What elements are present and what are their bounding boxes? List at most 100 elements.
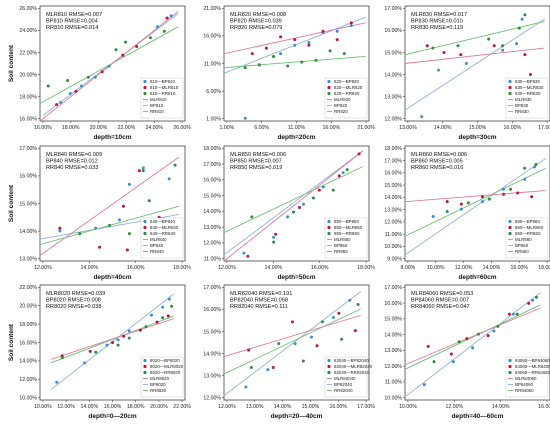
x-axis-label: depth=60cm [458,274,496,281]
data-point-red [516,191,520,195]
y-tick-label: 13.00% [384,207,402,213]
data-point-blue [105,343,109,347]
data-point-green [127,336,131,340]
data-point-red [58,226,62,230]
legend-entry: 820—RR820 [334,91,360,96]
data-point-blue [335,29,339,33]
y-tick-label: 12.00% [203,396,221,402]
y-tick-label: 14.00% [203,351,221,357]
data-point-blue [244,385,248,389]
data-point-red [279,35,283,39]
legend-marker [508,79,512,84]
data-point-red [155,320,159,324]
data-point-blue [533,165,537,169]
chart-panel-9: 10.00% 12.00% 14.00% 16.00% 10.00% 11.00% 12.0… [384,284,550,420]
legend-entry: 820—BP820 [334,79,359,84]
data-point-blue [141,166,145,170]
y-tick-label: 13.00% [384,348,402,354]
data-point-blue [55,380,59,384]
y-tick-label: 14.00% [203,209,221,215]
legend-entry: 810—MLR810 [150,85,179,90]
data-point-red [55,103,59,107]
legend-marker [143,225,147,230]
y-tick-label: 11.00% [385,232,403,238]
chart-panel-3: 13.00% 14.00% 15.00% 16.00% 17.00% 12.00% 13.0… [384,5,550,141]
fit-line-bp [223,291,362,397]
y-tick-label: 24.00% [19,28,37,34]
x-tick-label: 16.00% [127,265,145,271]
data-point-green [170,304,174,308]
x-tick-label: 16.00% [503,125,521,131]
fit-line-mlr [39,156,180,256]
y-tick-label: 12.00% [384,364,402,370]
y-tick-label: 17.00% [203,162,221,168]
y-tick-label: 14.00% [19,359,37,365]
x-tick-label: 26.00% [173,125,191,131]
data-point-green [445,210,449,214]
rmse-stat: MLR840 RMSE=0.009 [46,152,102,158]
x-axis-label: depth=10cm [93,134,131,141]
data-point-blue [531,298,535,302]
x-tick-label: 11.00% [288,125,306,131]
x-tick-label: 14.00% [80,404,98,410]
x-tick-label: 16.00% [329,404,347,410]
y-tick-label: 13.00% [384,94,402,100]
y-tick-label: 11.00% [385,380,403,386]
data-point-green [292,210,296,214]
data-point-blue [471,346,475,350]
rmse-stat: MLR84060 RMSE=0.053 [411,291,473,297]
legend-entry: 850—RR850 [334,231,360,236]
data-point-blue [502,187,506,191]
data-point-red [74,89,78,93]
rmse-stat: BP860 RMSE=0.005 [411,159,463,165]
x-tick-label: 14.00% [492,404,510,410]
rmse-stat: RR840 RMSE=0.033 [46,165,98,171]
y-tick-label: 16.00% [384,301,402,307]
x-tick-label: 21.00% [357,125,375,131]
y-tick-label: 14.00% [384,332,402,338]
x-tick-label: 20.00% [90,125,108,131]
data-point-green [78,232,82,236]
fit-line-rr [404,167,546,237]
x-tick-label: 10.00% [399,404,417,410]
y-tick-label: 20.00% [19,304,37,310]
data-point-blue [161,305,165,309]
data-point-red [121,204,125,208]
data-point-blue [266,368,270,372]
data-point-green [517,26,521,30]
rmse-stat: RR820 RMSE=0.079 [230,25,282,31]
data-point-blue [94,226,98,230]
data-point-blue [422,383,426,387]
data-point-blue [169,14,173,18]
data-point-red [321,29,325,33]
x-tick-label: 12.00% [57,404,75,410]
x-tick-label: 18.00% [62,125,80,131]
x-tick-label: 18.00% [538,265,550,271]
data-point-green [60,356,64,360]
legend-entry: MLR82040 [334,376,356,381]
y-tick-label: 11.00% [204,61,222,67]
data-point-green [124,40,128,44]
data-point-blue [459,207,463,211]
legend-marker [508,91,512,96]
fit-line-rr [223,308,361,375]
y-tick-label: 17.00% [19,146,37,152]
y-tick-label: 16.00% [19,174,37,180]
legend-entry: 820—MLR820 [334,85,363,90]
data-point-green [116,343,120,347]
y-tick-label: 16.00% [384,28,402,34]
data-point-green [501,44,505,48]
rmse-stat: MLR82040 RMSE=0.191 [230,291,292,297]
legend-marker [508,370,512,375]
y-tick-label: 17.00% [203,285,221,291]
legend-marker [143,85,147,90]
data-point-blue [331,316,335,320]
legend-entry: 850—BP850 [334,219,359,224]
y-tick-label: 18.00% [203,146,221,152]
y-tick-label: 16.00% [203,307,221,313]
x-tick-label: 10.00% [34,404,52,410]
legend-marker [327,79,331,84]
chart-panel-2: 1.00% 6.00% 11.00% 16.00% 21.00% 1.00% 6.00% 11… [203,5,375,141]
data-point-red [98,245,102,249]
data-point-green [108,223,112,227]
